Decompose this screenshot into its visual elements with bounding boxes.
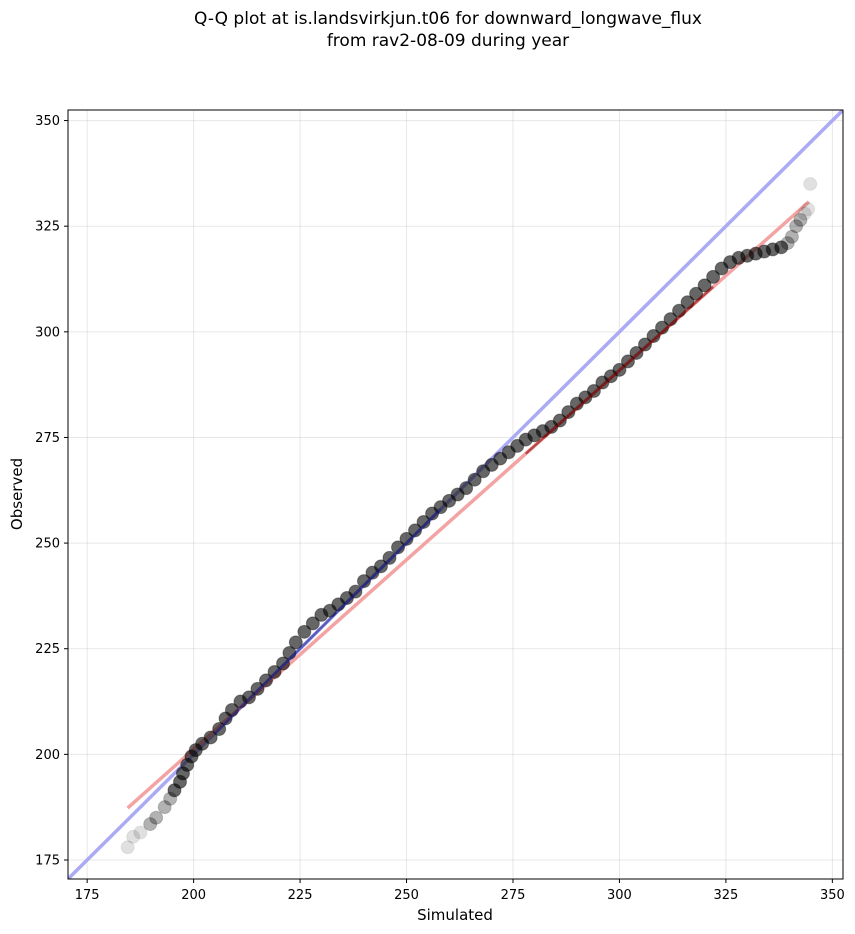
chart-title-line-2: from rav2-08-09 during year: [326, 31, 570, 51]
y-tick-label: 175: [35, 853, 60, 868]
data-point: [697, 278, 712, 293]
data-point: [780, 236, 795, 251]
x-tick-label: 175: [75, 888, 100, 903]
x-tick-label: 200: [181, 888, 206, 903]
plot-frame: [67, 109, 844, 880]
data-point: [149, 810, 164, 825]
data-point: [803, 176, 818, 191]
plot-area: [68, 110, 843, 879]
data-point: [297, 624, 312, 639]
data-point: [120, 840, 135, 855]
data-point: [646, 329, 661, 344]
x-axis-label: Simulated: [417, 906, 493, 924]
data-point: [203, 730, 218, 745]
x-tick-label: 350: [820, 888, 845, 903]
data-point: [250, 681, 265, 696]
data-point: [629, 345, 644, 360]
axes: 175 200 225 250 275 300 325 350 175 200 225 250 275 3…: [35, 114, 845, 903]
y-axis-label: Observed: [8, 458, 26, 530]
data-point: [399, 531, 414, 546]
data-point: [267, 664, 282, 679]
data-point: [276, 656, 291, 671]
data-point: [801, 202, 816, 217]
y-tick-label: 200: [35, 748, 60, 763]
data-point: [793, 212, 808, 227]
data-point: [373, 559, 388, 574]
fit-line-overlay: [524, 286, 714, 455]
x-tick-label: 325: [713, 888, 738, 903]
data-point: [133, 825, 148, 840]
data-point: [784, 229, 799, 244]
data-point: [459, 481, 474, 496]
y-tick-label: 350: [35, 114, 60, 129]
data-point: [561, 405, 576, 420]
data-point: [157, 800, 172, 815]
data-point: [774, 240, 789, 255]
data-point: [348, 584, 363, 599]
x-tick-label: 250: [394, 888, 419, 903]
data-point: [126, 829, 141, 844]
y-tick-label: 300: [35, 325, 60, 340]
data-point: [552, 413, 567, 428]
data-point: [143, 817, 158, 832]
data-point: [288, 635, 303, 650]
reference-line-overlay: [214, 508, 442, 735]
data-point: [391, 540, 406, 555]
y-tick-label: 250: [35, 537, 60, 552]
data-point: [305, 616, 320, 631]
data-point: [706, 269, 721, 284]
data-point: [637, 337, 652, 352]
data-point: [259, 673, 274, 688]
data-point: [586, 383, 601, 398]
y-tick-label: 325: [35, 220, 60, 235]
data-point: [467, 472, 482, 487]
x-tick-label: 300: [607, 888, 632, 903]
data-point: [408, 523, 423, 538]
data-point: [789, 219, 804, 234]
x-tick-label: 275: [501, 888, 526, 903]
data-point: [382, 550, 397, 565]
y-tick-label: 225: [35, 642, 60, 657]
data-point: [797, 206, 812, 221]
data-point: [356, 574, 371, 589]
data-point: [241, 690, 256, 705]
data-point: [689, 286, 704, 301]
chart-title: Q-Q plot at is.landsvirkjun.t06 for down…: [0, 8, 855, 52]
chart-title-line-1: Q-Q plot at is.landsvirkjun.t06 for down…: [194, 9, 702, 29]
data-point: [416, 514, 431, 529]
x-tick-label: 225: [288, 888, 313, 903]
y-tick-label: 275: [35, 431, 60, 446]
